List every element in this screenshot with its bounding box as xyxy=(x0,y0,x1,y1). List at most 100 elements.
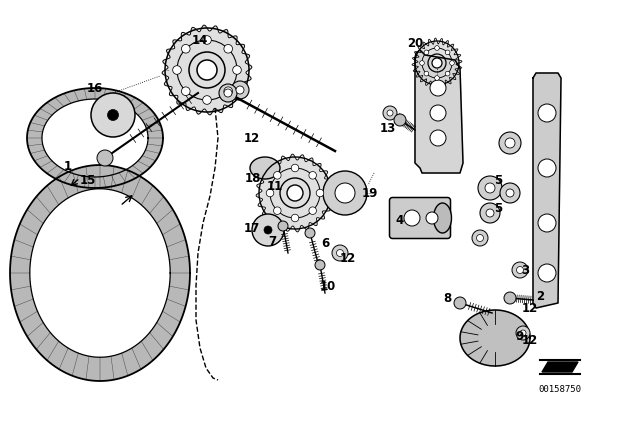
Text: 6: 6 xyxy=(321,237,329,250)
Text: 18: 18 xyxy=(245,172,261,185)
PathPatch shape xyxy=(27,88,163,188)
Circle shape xyxy=(426,212,438,224)
Text: 4: 4 xyxy=(396,214,404,227)
Circle shape xyxy=(430,80,446,96)
Text: 12: 12 xyxy=(244,132,260,145)
Circle shape xyxy=(485,183,495,193)
Circle shape xyxy=(231,81,249,99)
Circle shape xyxy=(538,104,556,122)
Circle shape xyxy=(445,71,450,76)
Text: 19: 19 xyxy=(362,186,378,199)
Circle shape xyxy=(506,189,514,197)
Circle shape xyxy=(435,46,439,50)
Circle shape xyxy=(472,230,488,246)
Circle shape xyxy=(500,183,520,203)
Polygon shape xyxy=(256,154,334,232)
Circle shape xyxy=(538,159,556,177)
Circle shape xyxy=(486,209,494,217)
Circle shape xyxy=(233,66,241,74)
Circle shape xyxy=(499,132,521,154)
Text: 16: 16 xyxy=(87,82,103,95)
Circle shape xyxy=(266,189,274,197)
Circle shape xyxy=(424,50,429,55)
Circle shape xyxy=(278,221,288,231)
Text: 12: 12 xyxy=(340,251,356,264)
Circle shape xyxy=(203,36,211,44)
Text: 2: 2 xyxy=(536,289,544,302)
Circle shape xyxy=(430,105,446,121)
Circle shape xyxy=(450,60,454,65)
Circle shape xyxy=(273,172,281,179)
Text: 9: 9 xyxy=(516,329,524,343)
Circle shape xyxy=(337,250,344,257)
Text: 12: 12 xyxy=(522,333,538,346)
Circle shape xyxy=(454,297,466,309)
Text: 00158750: 00158750 xyxy=(538,385,582,394)
FancyBboxPatch shape xyxy=(390,198,451,238)
Circle shape xyxy=(538,214,556,232)
Circle shape xyxy=(478,176,502,200)
Circle shape xyxy=(305,228,315,238)
Circle shape xyxy=(91,93,135,137)
Polygon shape xyxy=(542,362,578,372)
Ellipse shape xyxy=(250,157,280,179)
Polygon shape xyxy=(412,38,462,88)
Circle shape xyxy=(219,84,237,102)
Circle shape xyxy=(512,262,528,278)
Circle shape xyxy=(432,58,442,68)
Text: 1: 1 xyxy=(64,159,72,172)
Circle shape xyxy=(309,172,316,179)
Circle shape xyxy=(430,130,446,146)
Text: 10: 10 xyxy=(320,280,336,293)
Circle shape xyxy=(332,245,348,261)
Circle shape xyxy=(420,60,424,65)
Polygon shape xyxy=(162,25,252,115)
Circle shape xyxy=(404,210,420,226)
Circle shape xyxy=(273,207,281,215)
Text: 15: 15 xyxy=(80,173,96,186)
Text: 8: 8 xyxy=(443,292,451,305)
PathPatch shape xyxy=(10,165,190,381)
Text: 12: 12 xyxy=(522,302,538,314)
Circle shape xyxy=(173,66,181,74)
Circle shape xyxy=(315,260,325,270)
Circle shape xyxy=(383,106,397,120)
Text: 20: 20 xyxy=(407,36,423,49)
Text: 11: 11 xyxy=(267,180,283,193)
Text: 5: 5 xyxy=(494,202,502,215)
Text: 14: 14 xyxy=(192,34,208,47)
Circle shape xyxy=(252,214,284,246)
Circle shape xyxy=(291,164,299,172)
Circle shape xyxy=(520,330,526,336)
Circle shape xyxy=(291,214,299,222)
Circle shape xyxy=(538,264,556,282)
Circle shape xyxy=(394,114,406,126)
Circle shape xyxy=(480,203,500,223)
Circle shape xyxy=(197,60,217,80)
Circle shape xyxy=(504,292,516,304)
Circle shape xyxy=(435,76,439,80)
Circle shape xyxy=(309,207,316,215)
Text: 5: 5 xyxy=(494,173,502,186)
Circle shape xyxy=(505,138,515,148)
Circle shape xyxy=(316,189,324,197)
Circle shape xyxy=(445,50,450,55)
Circle shape xyxy=(387,110,393,116)
Text: 17: 17 xyxy=(244,221,260,234)
Circle shape xyxy=(264,226,272,234)
Circle shape xyxy=(224,89,232,97)
Circle shape xyxy=(335,183,355,203)
Circle shape xyxy=(108,109,118,121)
Text: 3: 3 xyxy=(521,263,529,276)
Circle shape xyxy=(224,87,232,95)
Ellipse shape xyxy=(433,203,451,233)
Polygon shape xyxy=(460,310,530,366)
Polygon shape xyxy=(415,50,463,173)
Polygon shape xyxy=(533,73,561,308)
Circle shape xyxy=(224,44,232,53)
Circle shape xyxy=(236,86,244,94)
Circle shape xyxy=(203,96,211,104)
Circle shape xyxy=(182,87,190,95)
Circle shape xyxy=(477,234,483,241)
Text: 7: 7 xyxy=(268,234,276,247)
